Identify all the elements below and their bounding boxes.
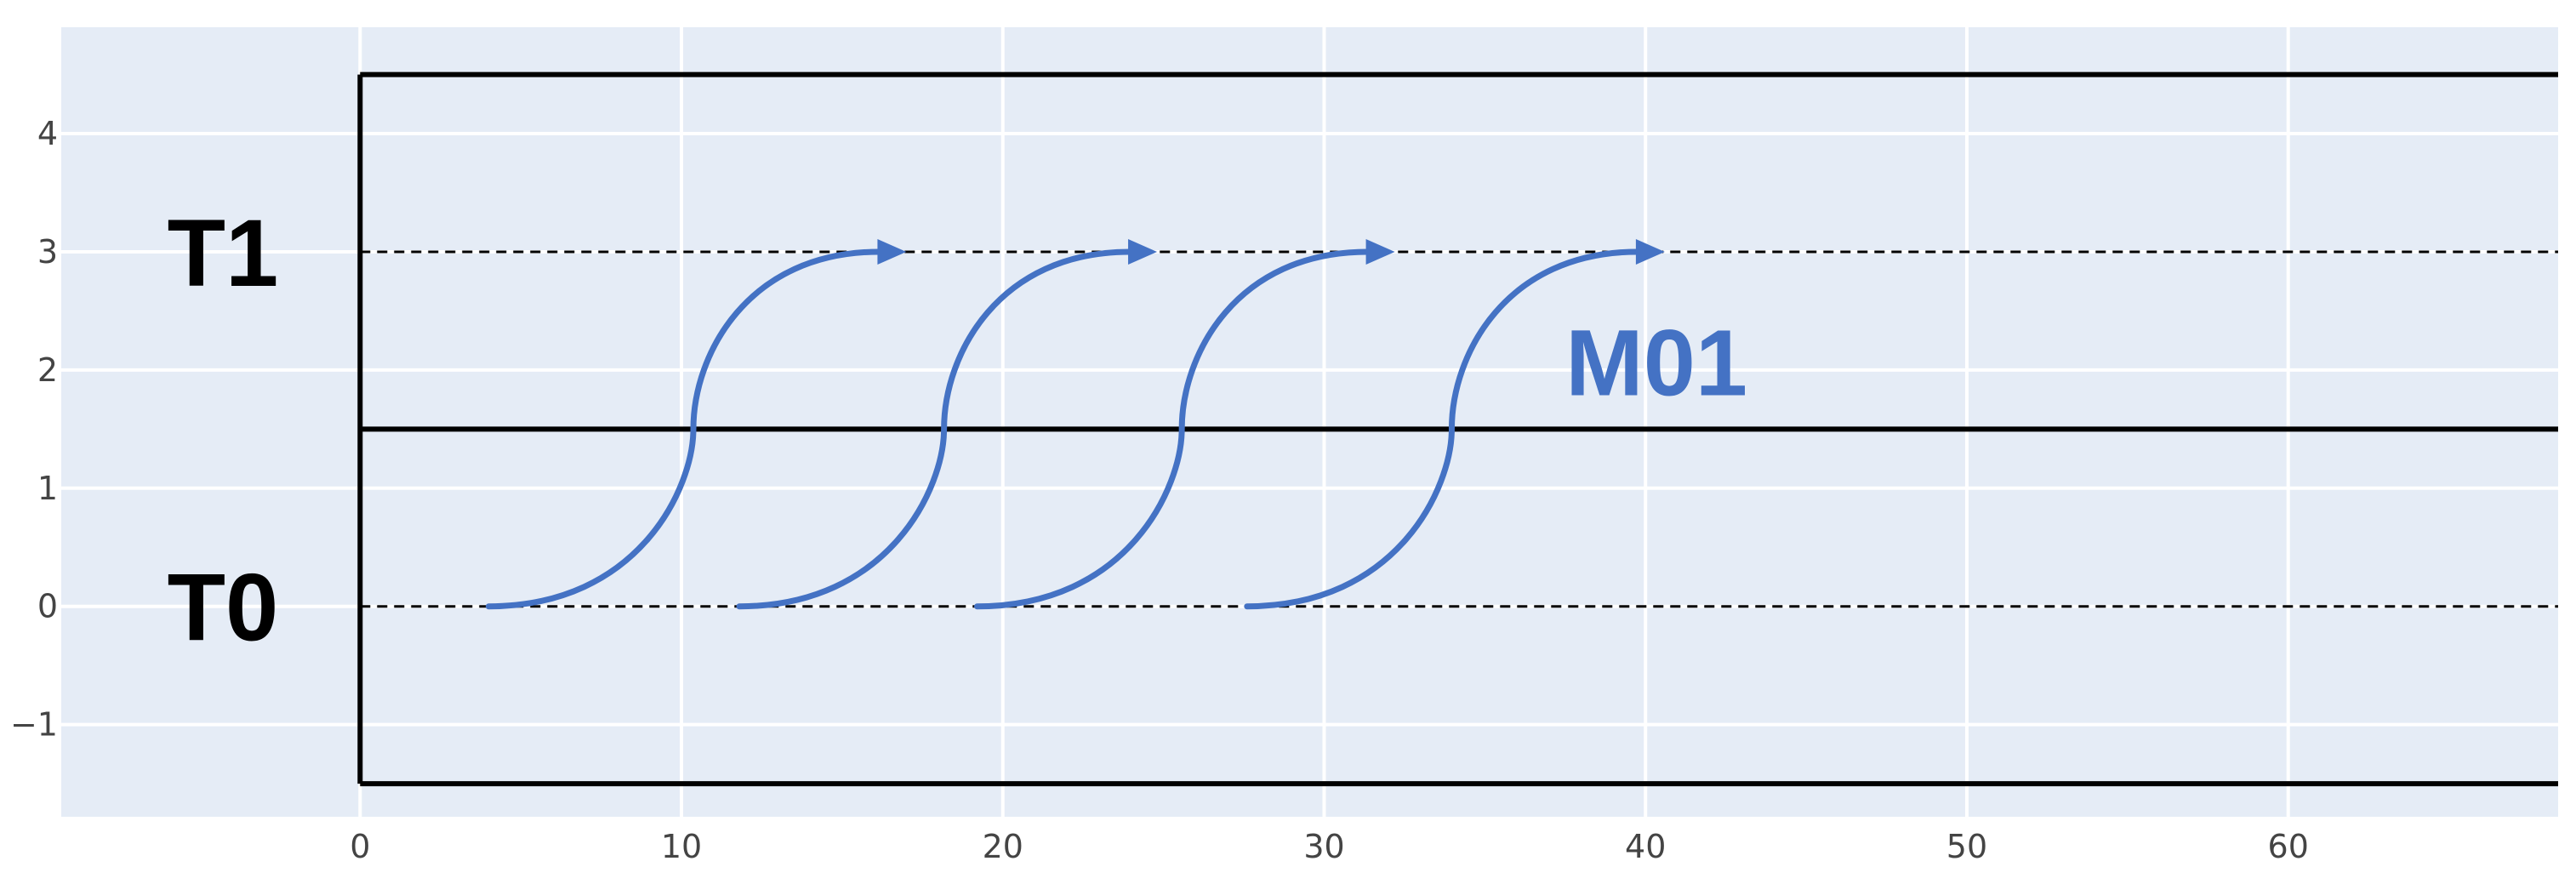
line-layer xyxy=(357,71,2558,787)
y-tick-label: 3 xyxy=(37,233,58,271)
arrow-head xyxy=(877,238,907,265)
y-tick-label: 4 xyxy=(37,115,58,152)
arrow-head xyxy=(1365,238,1395,265)
label-layer: T1 T0 M01 xyxy=(168,200,1747,661)
x-tick-label: 30 xyxy=(1303,828,1344,865)
message-label: M01 xyxy=(1565,311,1747,415)
message-arrow xyxy=(485,248,882,610)
grid-layer xyxy=(61,27,2558,817)
y-tick-label: 0 xyxy=(37,588,58,625)
message-arrow xyxy=(1244,248,1641,610)
plot-background xyxy=(61,27,2558,817)
arrow-head xyxy=(1635,238,1665,265)
x-tick-label: 10 xyxy=(661,828,702,865)
tick-layer: 0 10 20 30 40 50 60 −1 0 1 2 3 4 xyxy=(10,115,2309,865)
y-tick-label: −1 xyxy=(10,706,58,744)
x-tick-label: 40 xyxy=(1625,828,1666,865)
arrow-head xyxy=(1128,238,1158,265)
track-label: T1 xyxy=(168,200,279,306)
message-arrow xyxy=(736,248,1133,610)
x-tick-label: 20 xyxy=(983,828,1023,865)
x-tick-label: 60 xyxy=(2268,828,2309,865)
message-arrow xyxy=(974,248,1371,610)
x-tick-label: 0 xyxy=(350,828,370,865)
y-tick-label: 2 xyxy=(37,351,58,389)
track-label: T0 xyxy=(168,555,279,661)
message-layer xyxy=(485,238,1665,610)
x-tick-label: 50 xyxy=(1946,828,1987,865)
y-tick-label: 1 xyxy=(37,470,58,507)
